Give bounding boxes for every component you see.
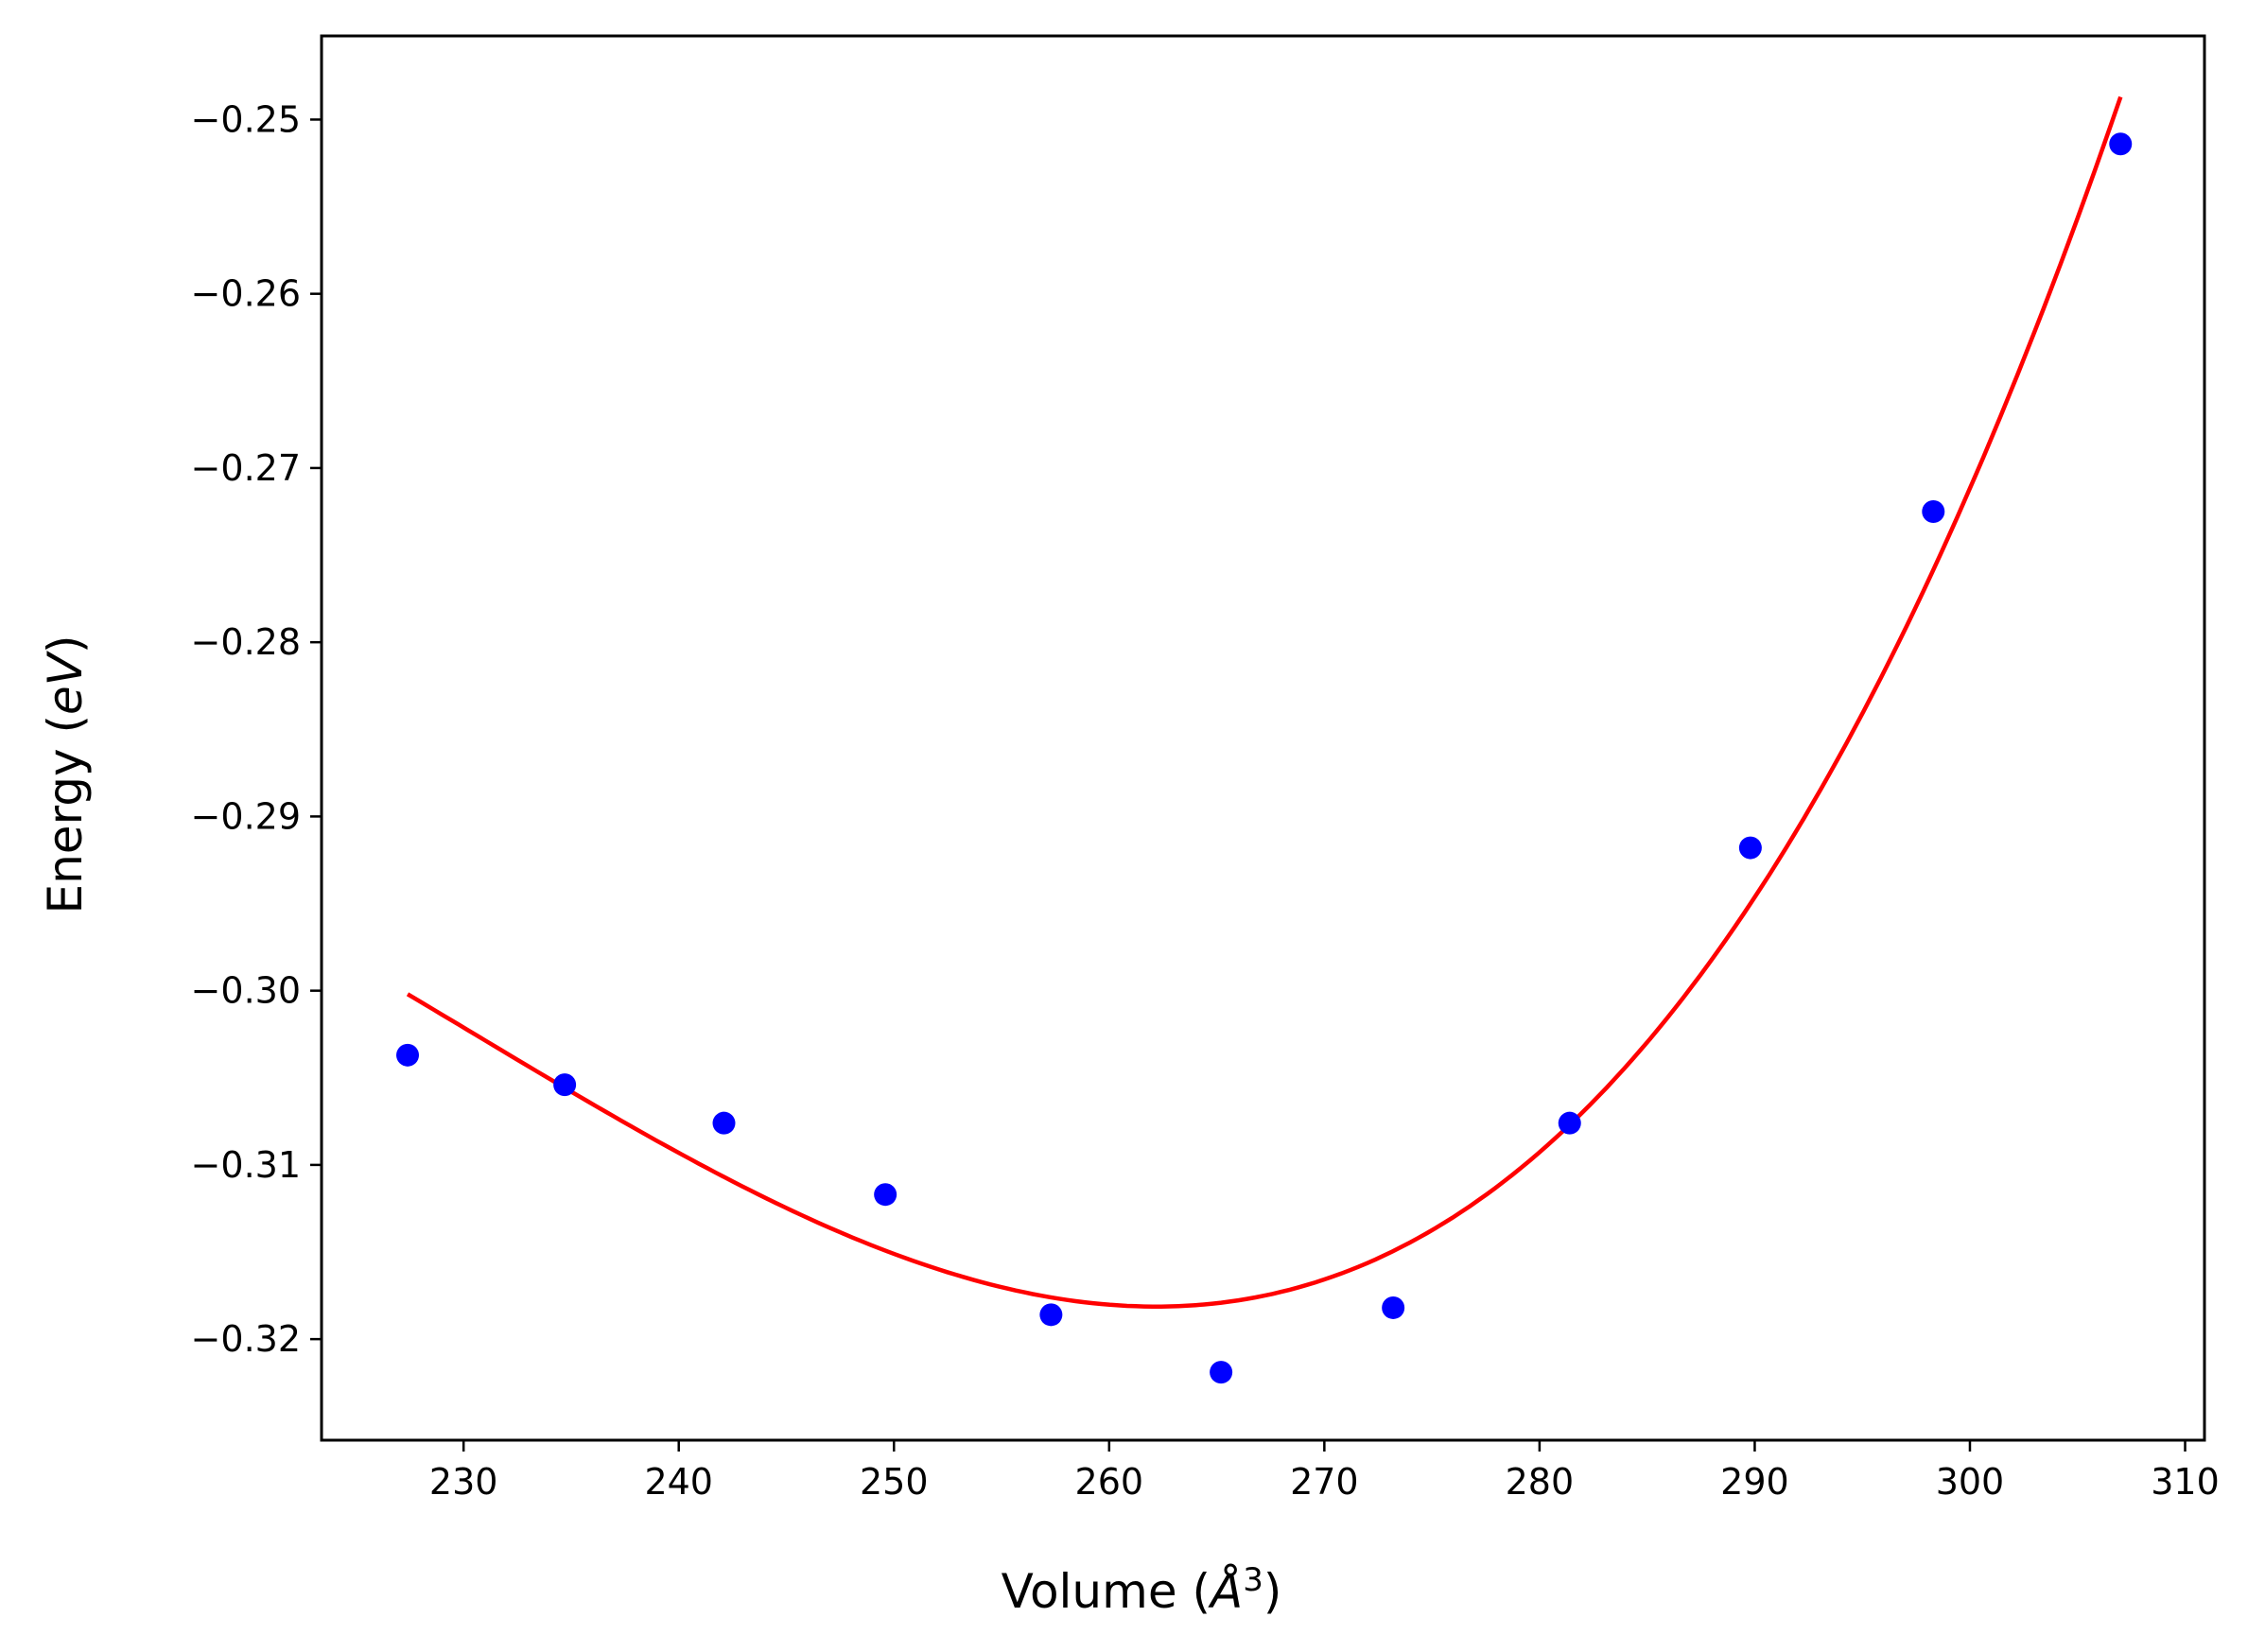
- data-point: [553, 1073, 577, 1097]
- y-tick-label: −0.26: [191, 273, 301, 315]
- x-axis-ticks: 230 240 250 260 270 280 290 300 310: [429, 1440, 2220, 1503]
- y-tick-label: −0.25: [191, 98, 301, 140]
- plot-frame: [320, 34, 2206, 1442]
- x-tick-label: 240: [644, 1461, 713, 1503]
- y-tick-label: −0.32: [191, 1318, 301, 1360]
- y-tick-label: −0.29: [191, 795, 301, 837]
- fit-curve: [406, 96, 2123, 1309]
- plot-marks: [396, 96, 2133, 1384]
- data-point: [1039, 1303, 1063, 1327]
- data-point: [1738, 836, 1762, 860]
- y-tick-label: −0.31: [191, 1144, 301, 1186]
- x-tick-label: 310: [2151, 1461, 2220, 1503]
- data-point: [2109, 132, 2133, 156]
- y-axis-ticks: −0.25 −0.26 −0.27 −0.28 −0.29 −0.30 −0.31 −0.32: [191, 98, 322, 1360]
- x-tick-label: 280: [1506, 1461, 1575, 1503]
- x-tick-label: 300: [1936, 1461, 2005, 1503]
- x-tick-label: 250: [860, 1461, 929, 1503]
- data-point: [396, 1043, 420, 1067]
- x-tick-label: 290: [1720, 1461, 1789, 1503]
- x-tick-label: 230: [429, 1461, 498, 1503]
- y-tick-label: −0.28: [191, 621, 301, 663]
- data-point: [1382, 1296, 1405, 1319]
- x-axis-title: Volume (Å3): [1002, 1561, 1282, 1619]
- data-point: [874, 1183, 897, 1207]
- data-point: [712, 1111, 736, 1135]
- y-tick-label: −0.30: [191, 970, 301, 1012]
- data-point: [1922, 499, 1945, 523]
- x-tick-label: 270: [1290, 1461, 1359, 1503]
- x-tick-label: 260: [1075, 1461, 1144, 1503]
- y-tick-label: −0.27: [191, 447, 301, 489]
- data-point: [1210, 1361, 1233, 1384]
- y-axis-title: Energy (eV): [38, 635, 93, 914]
- data-point: [1558, 1111, 1581, 1135]
